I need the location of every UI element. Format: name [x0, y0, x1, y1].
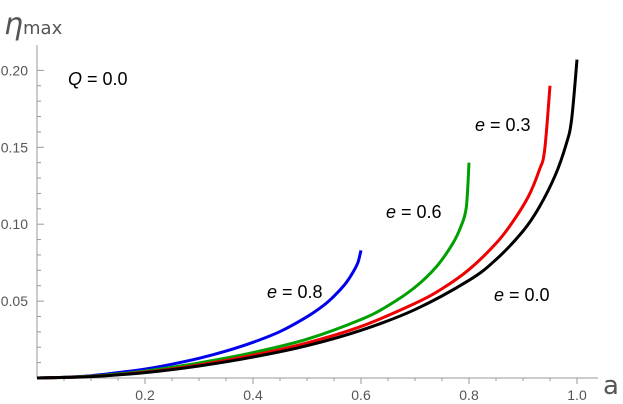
- y-tick-label: 0.20: [1, 62, 28, 78]
- annotation-q: Q = 0.0: [68, 69, 128, 89]
- labels-group: Q = 0.0 e = 0.8 e = 0.6 e = 0.3 e = 0.0: [68, 69, 550, 305]
- y-tick-label: 0.15: [1, 139, 28, 155]
- y-tick-label: 0.05: [1, 293, 28, 309]
- y-axis-title: ηmax: [4, 7, 63, 42]
- series-line-e-0-6: [36, 162, 471, 380]
- series-label-e-0-8: e = 0.8: [267, 282, 323, 302]
- x-tick-label: 0.2: [135, 387, 155, 403]
- x-tick-label: 1.0: [567, 387, 587, 403]
- series-line-e-0-3: [36, 85, 552, 380]
- series-label-e-0-0: e = 0.0: [494, 285, 550, 305]
- series-label-e-0-6: e = 0.6: [386, 202, 442, 222]
- x-axis-title: a: [603, 371, 619, 401]
- series-label-e-0-3: e = 0.3: [475, 115, 531, 135]
- axes: 0.2 0.4 0.6 0.8 1.0 0.05 0.10 0.15 0.20 a ηmax: [1, 7, 619, 403]
- y-tick-label: 0.10: [1, 216, 28, 232]
- series-group: [36, 59, 579, 380]
- x-tick-label: 0.6: [351, 387, 371, 403]
- x-tick-label: 0.8: [459, 387, 479, 403]
- x-tick-label: 0.4: [243, 387, 263, 403]
- series-line-e-0-0: [36, 59, 579, 380]
- series-line-e-0-8: [36, 249, 363, 380]
